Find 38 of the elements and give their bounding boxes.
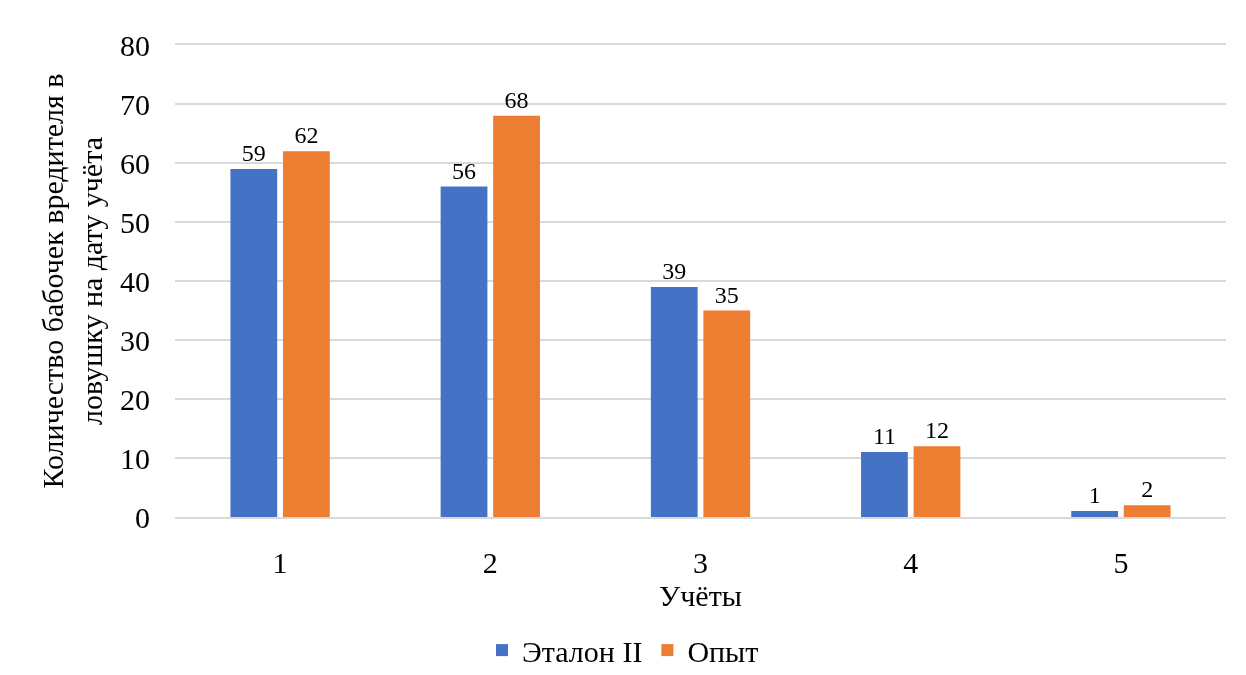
- data-label: 62: [294, 122, 319, 149]
- data-label: 2: [1141, 476, 1154, 503]
- y-tick-label: 30: [120, 323, 150, 357]
- data-label: 11: [872, 423, 896, 450]
- data-label: 39: [662, 257, 687, 284]
- bar: [230, 168, 278, 517]
- y-tick-label: 60: [120, 146, 150, 180]
- bar: [1123, 505, 1171, 517]
- x-tick-label: 5: [1113, 545, 1129, 579]
- bar: [913, 446, 961, 517]
- bar: [650, 286, 698, 517]
- x-tick-label: 1: [272, 545, 288, 579]
- bar: [861, 452, 908, 517]
- data-label: 59: [241, 139, 266, 166]
- bar: [282, 151, 330, 517]
- bar: [440, 186, 488, 517]
- legend-label: Опыт: [687, 634, 759, 668]
- bar: [1071, 511, 1119, 517]
- y-axis-title: Количество бабочек вредителя в ловушку на дату учёта: [36, 73, 108, 489]
- y-tick-label: 70: [120, 87, 150, 121]
- x-axis-title: Учёты: [659, 578, 742, 612]
- y-tick-label: 10: [120, 441, 150, 475]
- data-label: 56: [452, 157, 477, 184]
- bar: [703, 310, 751, 517]
- data-label: 12: [924, 417, 949, 444]
- data-label: 1: [1088, 482, 1101, 509]
- y-tick-label: 80: [120, 28, 150, 62]
- y-tick-label: 40: [120, 264, 150, 298]
- x-tick-label: 2: [482, 545, 498, 579]
- bar: [493, 115, 540, 517]
- y-tick-label: 20: [120, 382, 150, 416]
- y-tick-label: 50: [120, 205, 150, 239]
- x-tick-label: 4: [903, 545, 919, 579]
- data-label: 35: [714, 281, 739, 308]
- x-tick-label: 3: [693, 545, 708, 579]
- data-label: 68: [504, 86, 529, 113]
- legend-label: Эталон II: [522, 634, 643, 668]
- y-tick-label: 0: [135, 500, 150, 534]
